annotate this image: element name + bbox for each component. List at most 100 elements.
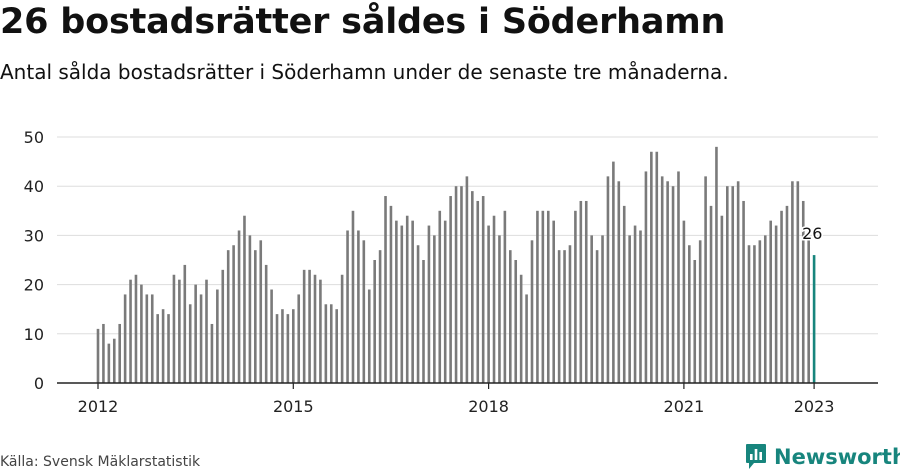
bar	[259, 240, 263, 383]
y-tick-label: 50	[24, 128, 44, 147]
bars	[96, 146, 816, 383]
bar	[785, 205, 789, 383]
bar	[373, 260, 376, 383]
bar	[688, 245, 691, 383]
bar-highlight	[812, 255, 816, 383]
bar	[633, 225, 637, 383]
bar	[395, 220, 398, 383]
bar	[698, 240, 702, 383]
bar	[237, 230, 241, 383]
bar	[509, 250, 512, 383]
y-tick-label: 20	[24, 276, 44, 295]
bar	[346, 230, 349, 383]
bar	[622, 205, 626, 383]
bar	[232, 245, 235, 383]
bar	[96, 328, 100, 383]
bar	[129, 279, 132, 383]
bar	[254, 250, 257, 383]
bar	[503, 210, 507, 383]
bar	[270, 289, 273, 383]
x-tick-label: 2021	[664, 397, 705, 416]
bar	[758, 240, 762, 383]
bar	[709, 205, 713, 383]
bar	[606, 176, 610, 383]
bar	[438, 210, 442, 383]
bar	[102, 323, 105, 383]
brand-logo[interactable]: Newsworthy	[745, 443, 900, 471]
bar	[134, 274, 138, 383]
bar	[319, 279, 322, 383]
bar	[487, 225, 490, 383]
bar	[340, 274, 344, 383]
bar	[286, 314, 290, 383]
bar	[161, 309, 165, 383]
y-tick-label: 30	[24, 226, 44, 245]
bar	[362, 240, 366, 383]
x-tick-label: 2012	[78, 397, 119, 416]
bar	[172, 274, 176, 383]
bar	[715, 146, 718, 383]
bar	[226, 250, 230, 383]
bar	[704, 176, 707, 383]
bar	[389, 205, 393, 383]
bar	[514, 260, 518, 383]
bar	[655, 151, 659, 383]
bar	[112, 338, 116, 383]
bar	[145, 294, 149, 383]
bar	[650, 151, 653, 383]
bar	[546, 210, 550, 383]
bar	[574, 210, 577, 383]
bar	[590, 235, 593, 383]
bar	[427, 225, 431, 383]
bar	[400, 225, 404, 383]
bar	[275, 314, 279, 383]
bar	[443, 220, 447, 383]
bar	[671, 186, 675, 383]
bar	[481, 196, 485, 383]
bar	[199, 294, 203, 383]
x-tick-label: 2015	[273, 397, 314, 416]
bar	[677, 171, 680, 383]
bar	[183, 264, 187, 383]
bar	[367, 289, 371, 383]
bar	[519, 274, 523, 383]
bar	[612, 161, 615, 383]
bar	[335, 309, 338, 383]
data-labels: 26	[801, 223, 824, 245]
bar	[536, 210, 539, 383]
bar	[568, 245, 572, 383]
newsworthy-logo-icon	[746, 444, 766, 469]
bar	[297, 294, 301, 383]
bar	[205, 279, 208, 383]
bar	[595, 250, 599, 383]
bar	[194, 284, 197, 383]
bar	[329, 304, 333, 383]
bar	[454, 186, 458, 383]
bar	[780, 210, 783, 383]
bar	[216, 289, 219, 383]
bar	[736, 181, 740, 383]
bar	[476, 200, 480, 383]
bar	[541, 210, 545, 383]
bar	[563, 250, 566, 383]
bar	[433, 235, 436, 383]
bar	[584, 200, 588, 383]
bar	[248, 235, 252, 383]
bar	[525, 294, 528, 383]
chart-subtitle: Antal sålda bostadsrätter i Söderhamn un…	[0, 60, 729, 84]
x-tick-label: 2023	[794, 397, 835, 416]
bar	[693, 260, 697, 383]
bar	[796, 181, 800, 383]
bar	[156, 314, 159, 383]
bar	[416, 245, 420, 383]
bar	[666, 181, 669, 383]
bar	[140, 284, 143, 383]
bar	[601, 235, 604, 383]
bar	[449, 196, 452, 383]
bar	[243, 215, 246, 383]
bar	[731, 186, 735, 383]
bar	[492, 215, 496, 383]
bar	[107, 343, 111, 383]
bar	[801, 200, 805, 383]
bar	[557, 250, 561, 383]
